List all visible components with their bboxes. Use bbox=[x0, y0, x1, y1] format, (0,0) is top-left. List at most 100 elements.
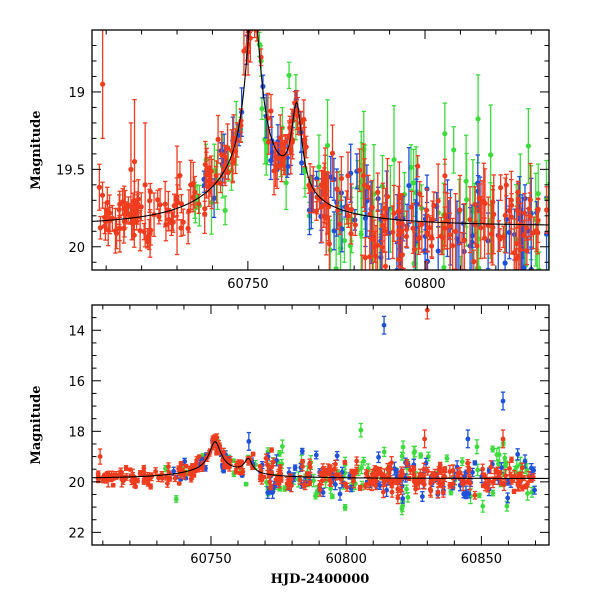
data-point bbox=[357, 484, 363, 492]
data-point bbox=[428, 483, 434, 498]
data-point bbox=[337, 213, 343, 235]
data-point bbox=[219, 131, 225, 178]
data-point bbox=[206, 169, 212, 193]
bottom-y-tick-label: 16 bbox=[68, 375, 85, 390]
data-point bbox=[425, 466, 431, 476]
data-point bbox=[511, 488, 517, 495]
data-point bbox=[465, 429, 471, 449]
data-point bbox=[431, 191, 437, 220]
data-point bbox=[269, 460, 275, 474]
data-point bbox=[313, 450, 319, 460]
data-point bbox=[364, 164, 370, 238]
data-point bbox=[390, 205, 396, 260]
data-point bbox=[230, 137, 236, 182]
data-point bbox=[127, 467, 133, 473]
data-point bbox=[491, 174, 497, 255]
data-point bbox=[509, 456, 514, 463]
data-point bbox=[535, 210, 541, 255]
data-point bbox=[232, 128, 239, 175]
bottom-x-tick-label: 60850 bbox=[461, 552, 502, 567]
data-point bbox=[148, 483, 154, 490]
top-data-points bbox=[96, 0, 549, 270]
data-point bbox=[482, 168, 488, 239]
data-point bbox=[334, 450, 340, 461]
data-point bbox=[265, 92, 271, 144]
data-point bbox=[338, 156, 345, 201]
data-point bbox=[306, 473, 312, 480]
data-point bbox=[444, 454, 450, 463]
data-point bbox=[119, 471, 125, 488]
data-point bbox=[131, 99, 138, 225]
data-point bbox=[279, 439, 285, 454]
data-point bbox=[97, 215, 104, 240]
data-point bbox=[148, 474, 153, 480]
data-point bbox=[186, 189, 192, 233]
data-point bbox=[99, 181, 106, 209]
data-point bbox=[465, 459, 471, 468]
data-point bbox=[362, 236, 368, 270]
data-point bbox=[202, 194, 208, 235]
data-point bbox=[416, 221, 422, 256]
bottom-x-tick-label: 60800 bbox=[326, 552, 367, 567]
data-point bbox=[490, 489, 496, 497]
data-point bbox=[331, 211, 337, 251]
data-point bbox=[311, 473, 317, 488]
data-point bbox=[474, 207, 480, 270]
data-point bbox=[342, 503, 348, 511]
bottom-plot-frame bbox=[91, 304, 550, 546]
data-point bbox=[251, 0, 256, 3]
top-y-axis-label: Magnitude bbox=[29, 110, 44, 189]
data-point bbox=[252, 0, 257, 2]
data-point bbox=[317, 483, 323, 497]
data-point bbox=[252, 0, 257, 14]
data-point bbox=[250, 451, 256, 457]
data-point bbox=[329, 124, 336, 183]
data-point bbox=[447, 212, 453, 240]
data-point bbox=[470, 467, 475, 477]
data-point bbox=[237, 470, 243, 476]
data-point bbox=[348, 143, 354, 203]
data-point bbox=[292, 464, 298, 471]
data-point bbox=[147, 209, 153, 258]
data-point bbox=[214, 450, 219, 456]
data-point bbox=[375, 172, 381, 213]
data-point bbox=[113, 217, 120, 250]
data-point bbox=[337, 487, 343, 501]
data-point bbox=[249, 30, 254, 32]
data-point bbox=[503, 468, 508, 483]
top-model-line bbox=[92, 30, 549, 226]
data-point bbox=[183, 463, 189, 469]
data-point bbox=[400, 440, 406, 454]
data-point bbox=[420, 491, 425, 502]
data-point bbox=[338, 474, 344, 485]
data-point bbox=[156, 208, 162, 225]
data-point bbox=[269, 447, 275, 453]
data-point bbox=[284, 476, 290, 491]
data-point bbox=[437, 461, 443, 468]
data-point bbox=[125, 202, 131, 225]
data-point bbox=[252, 0, 257, 17]
data-point bbox=[142, 122, 148, 248]
data-point bbox=[167, 475, 173, 482]
data-point bbox=[252, 0, 257, 14]
data-point bbox=[380, 485, 386, 499]
data-point bbox=[500, 391, 506, 411]
data-point bbox=[302, 480, 308, 491]
data-point bbox=[188, 159, 194, 211]
data-point bbox=[133, 484, 138, 490]
data-point bbox=[299, 447, 305, 455]
data-point bbox=[448, 489, 454, 496]
data-point bbox=[153, 467, 159, 476]
data-point bbox=[318, 470, 324, 478]
data-point bbox=[394, 478, 399, 486]
data-point bbox=[442, 206, 448, 250]
data-point bbox=[459, 457, 465, 467]
data-point bbox=[102, 472, 107, 478]
data-point bbox=[497, 228, 503, 251]
data-point bbox=[173, 495, 179, 503]
data-point bbox=[400, 468, 406, 480]
data-point bbox=[316, 187, 323, 210]
data-point bbox=[514, 205, 520, 270]
data-point bbox=[105, 471, 111, 488]
data-point bbox=[376, 451, 381, 464]
